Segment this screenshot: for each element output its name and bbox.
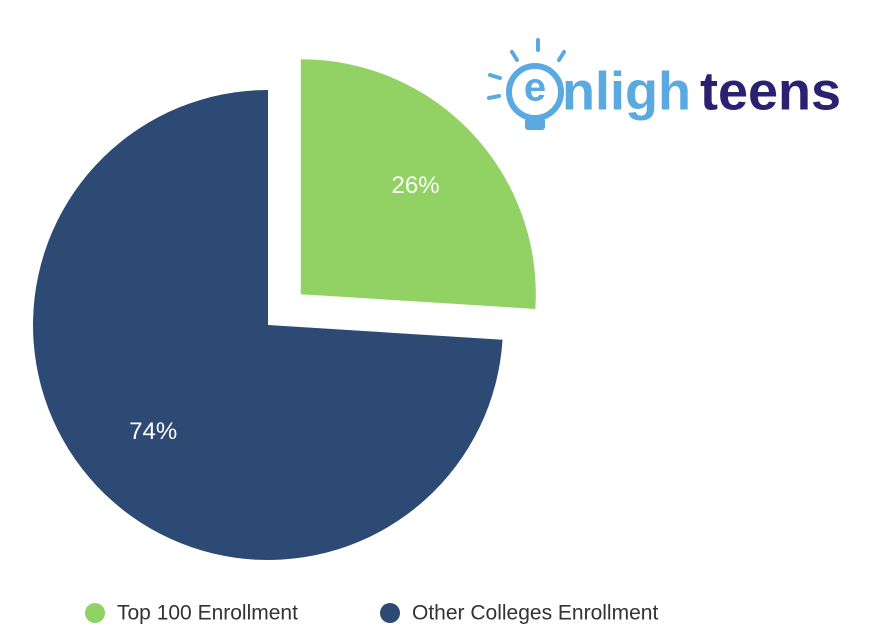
pie-slice: [300, 59, 536, 309]
legend-marker: [85, 603, 105, 623]
logo-text: teens: [700, 61, 841, 121]
pie-slice: [33, 90, 503, 560]
logo: e nligh teens: [487, 38, 841, 130]
logo-rays: [487, 38, 566, 100]
legend-marker: [380, 603, 400, 623]
data-label: 74%: [129, 418, 177, 445]
logo-bulb-base: [525, 118, 545, 130]
data-label: 26%: [392, 172, 440, 199]
legend-label: Top 100 Enrollment: [117, 602, 298, 625]
logo-text: nligh: [562, 61, 691, 121]
legend-label: Other Colleges Enrollment: [412, 602, 658, 625]
logo-e: e: [524, 66, 546, 110]
